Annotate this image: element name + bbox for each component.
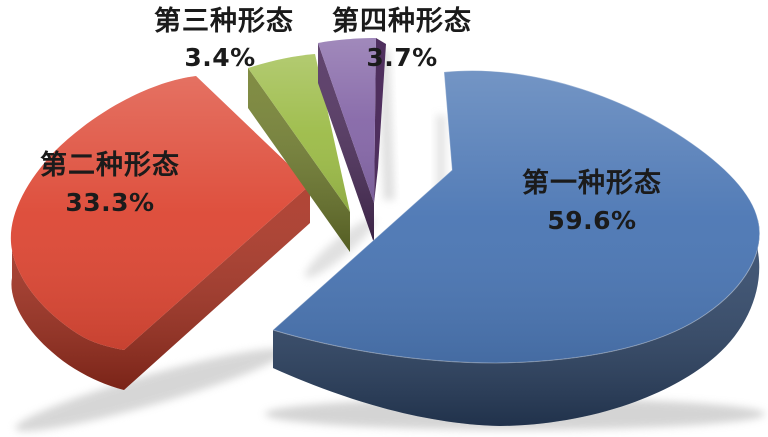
slice-3-label: 第三种形态: [154, 6, 294, 37]
slice-3-side-shade: [248, 68, 350, 252]
slice-1-label: 第一种形态: [522, 168, 662, 199]
slice-4-right-side-face: [374, 38, 386, 203]
slice-3-top-gloss: [248, 54, 350, 212]
slice-3-percent: 3.4%: [184, 43, 256, 72]
slice-1-top-gloss: [273, 70, 760, 364]
shadow-under-slivers: [305, 218, 375, 278]
shadow-under-red: [15, 348, 285, 432]
slice-1-group: [271, 70, 761, 426]
slice-2-label: 第二种形态: [40, 150, 180, 181]
slice-2-top-gloss: [10, 76, 310, 350]
slice-4-top-gloss: [318, 38, 376, 203]
slice-4-label: 第四种形态: [332, 6, 472, 37]
slice-4-group: [318, 38, 386, 243]
slice-4-percent: 3.7%: [366, 43, 438, 72]
slice-2-side-shade: [11, 185, 310, 390]
slice-2-group: [10, 76, 310, 390]
slice-4-side-shade: [318, 43, 374, 243]
slice-3-group: [248, 54, 350, 252]
slice-1-side-shade: [273, 220, 760, 426]
slice-2-percent: 33.3%: [65, 188, 155, 217]
shadow-in-notch: [436, 115, 446, 195]
slice-1-percent: 59.6%: [547, 206, 637, 235]
